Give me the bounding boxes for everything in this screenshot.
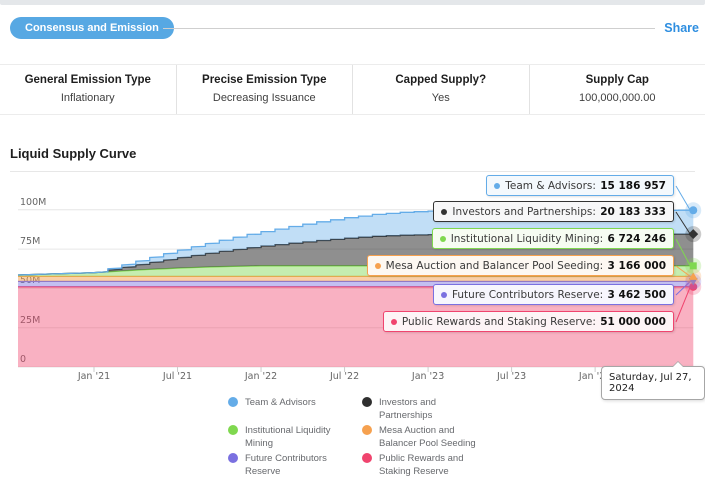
series-tooltip: Institutional Liquidity Mining: 6 724 24… (431, 228, 674, 249)
legend-label: Mesa Auction and Balancer Pool Seeding (379, 425, 476, 449)
series-dot-icon (440, 291, 447, 298)
share-button[interactable]: Share (664, 21, 699, 35)
tooltip-connector (675, 286, 691, 323)
info-value: Yes (431, 92, 450, 104)
top-strip-divider (0, 0, 705, 5)
legend-dot-icon (228, 453, 238, 463)
y-axis-label: 75M (20, 236, 41, 248)
legend-label: Public Rewards and Staking Reserve (379, 453, 464, 477)
legend-label: Institutional Liquidity Mining (245, 425, 331, 449)
info-col-supply-cap: Supply Cap 100,000,000.00 (528, 65, 705, 114)
legend-label: Future Contributors Reserve (245, 453, 327, 477)
info-header: Precise Emission Type (202, 74, 327, 86)
info-col-capped-supply: Capped Supply? Yes (352, 65, 529, 114)
tooltip-connector (675, 265, 691, 277)
tooltip-connector (675, 211, 691, 235)
tooltip-text: Institutional Liquidity Mining: 6 724 24… (450, 232, 666, 245)
legend-dot-icon (362, 397, 372, 407)
area-public-rewards-and-staking-reserve[interactable] (18, 286, 694, 367)
series-dot-icon (494, 182, 501, 189)
legend-item-public-rewards-and-staking-reserve[interactable]: Public Rewards and Staking Reserve (362, 452, 514, 478)
area-mesa-auction-and-balancer-pool-seeding[interactable] (18, 276, 694, 282)
series-dot-icon (441, 208, 448, 215)
tooltip-text: Public Rewards and Staking Reserve: 51 0… (401, 315, 666, 328)
tooltip-text: Future Contributors Reserve: 3 462 500 (451, 288, 666, 301)
x-axis-label: Jul '21 (162, 371, 193, 382)
tooltip-connector (675, 281, 691, 296)
legend-label: Investors and Partnerships (379, 397, 437, 421)
y-axis-label: 25M (20, 315, 40, 326)
chart-title-divider (10, 171, 695, 172)
consensus-emission-pill[interactable]: Consensus and Emission (10, 17, 174, 39)
triangle-marker (688, 272, 698, 280)
tooltip-text: Team & Advisors: 15 186 957 (505, 179, 666, 192)
legend-item-investors-and-partnerships[interactable]: Investors and Partnerships (362, 396, 514, 422)
legend-dot-icon (362, 425, 372, 435)
tooltip-text: Mesa Auction and Balancer Pool Seeding: … (385, 259, 666, 272)
info-header: Supply Cap (585, 74, 649, 86)
info-col-general-emission: General Emission Type Inflationary (0, 65, 176, 114)
series-tooltip: Future Contributors Reserve: 3 462 500 (432, 284, 674, 305)
circle-marker (689, 206, 698, 215)
tooltip-connector (675, 238, 691, 267)
legend-item-team-advisors[interactable]: Team & Advisors (228, 396, 356, 422)
info-value: 100,000,000.00 (579, 92, 656, 104)
legend-item-institutional-liquidity-mining[interactable]: Institutional Liquidity Mining (228, 424, 356, 450)
legend-dot-icon (228, 425, 238, 435)
legend-dot-icon (362, 453, 372, 463)
x-axis-label: Jan '21 (77, 371, 111, 382)
legend-label: Team & Advisors (245, 397, 316, 408)
circle-marker (689, 282, 698, 291)
legend-dot-icon (228, 397, 238, 407)
x-axis-label: Jan '24 (578, 371, 612, 382)
info-value: Inflationary (60, 92, 115, 104)
series-dot-icon (390, 318, 397, 325)
info-col-precise-emission: Precise Emission Type Decreasing Issuanc… (175, 65, 353, 114)
y-axis-label: 100M (20, 196, 47, 208)
area-team-advisors[interactable] (18, 210, 694, 275)
tooltip-connector (675, 185, 691, 211)
info-header: General Emission Type (24, 74, 151, 86)
y-axis-label: 0 (20, 354, 26, 365)
series-tooltip: Team & Advisors: 15 186 957 (486, 175, 674, 196)
legend-item-future-contributors-reserve[interactable]: Future Contributors Reserve (228, 452, 356, 478)
x-axis-label: Jan '23 (411, 371, 445, 382)
emission-info-table: General Emission Type Inflationary Preci… (0, 64, 705, 115)
topbar-divider (163, 28, 655, 29)
x-axis-label: Jan '22 (244, 371, 278, 382)
tooltip-text: Investors and Partnerships: 20 183 333 (452, 205, 666, 218)
series-dot-icon (439, 235, 446, 242)
series-tooltip: Investors and Partnerships: 20 183 333 (433, 201, 674, 222)
series-dot-icon (374, 262, 381, 269)
square-marker (689, 262, 697, 270)
chart-date-tooltip: Saturday, Jul 27, 2024 (601, 361, 705, 400)
legend-item-mesa-auction-and-balancer-pool-seeding[interactable]: Mesa Auction and Balancer Pool Seeding (362, 424, 514, 450)
x-axis-label: Jul '22 (329, 371, 360, 382)
chart-title: Liquid Supply Curve (10, 146, 137, 161)
series-tooltip: Mesa Auction and Balancer Pool Seeding: … (366, 255, 674, 276)
chart-legend: Team & Advisors Investors and Partnership… (228, 396, 514, 478)
info-header: Capped Supply? (395, 74, 487, 86)
x-axis-label: Jul '23 (497, 371, 527, 382)
series-tooltip: Public Rewards and Staking Reserve: 51 0… (382, 311, 674, 332)
info-value: Decreasing Issuance (212, 92, 316, 104)
diamond-marker (688, 229, 699, 240)
